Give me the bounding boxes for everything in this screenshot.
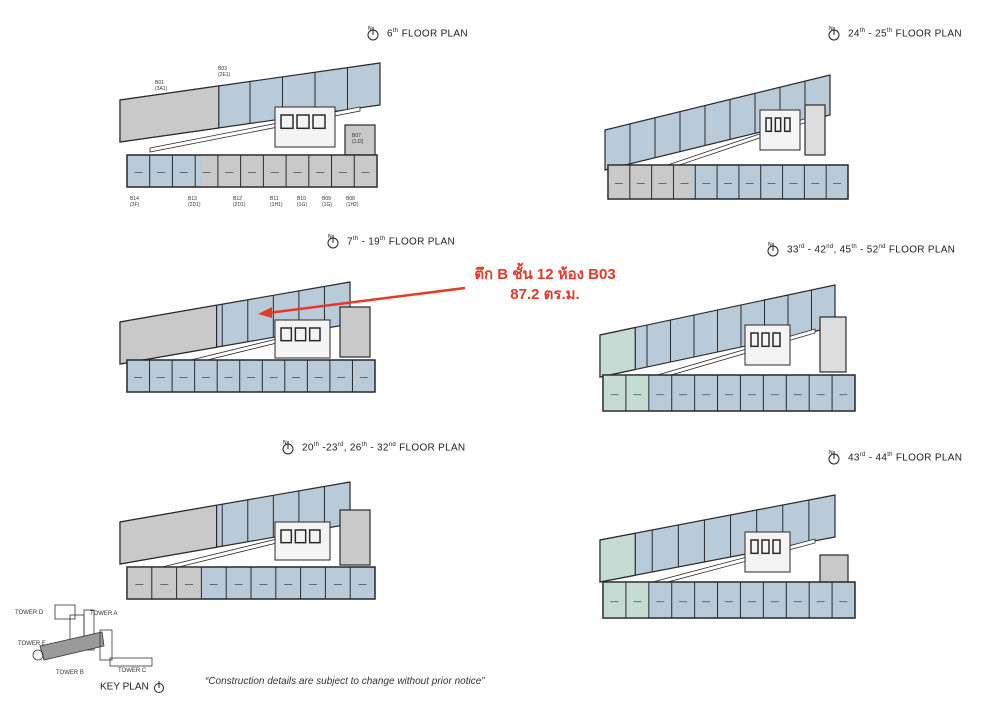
key-plan-diagram	[32, 604, 153, 667]
lower-row-outline	[602, 374, 856, 412]
lift-shaft	[280, 114, 294, 130]
svg-text:N: N	[829, 26, 833, 32]
north-arrow-icon: N	[325, 234, 341, 250]
annotation-line-1: ตึก B ชั้น 12 ห้อง B03	[474, 266, 616, 283]
lower-row-outline	[126, 566, 376, 600]
floor-plan-20-32	[119, 481, 376, 600]
core	[274, 521, 331, 561]
floor-plan-title-text: 7th - 19th FLOOR PLAN	[347, 236, 456, 248]
annotation-arrow	[258, 286, 466, 318]
floor-plan-title-text: 20th -23rd, 26th - 32nd FLOOR PLAN	[302, 442, 466, 454]
lift-shaft	[294, 529, 307, 544]
corner-unit	[119, 504, 218, 565]
lower-row-gray	[608, 165, 692, 199]
key-plan-tower-e: TOWER E	[18, 641, 46, 647]
floor-plan-title-20-32: N 20th -23rd, 26th - 32nd FLOOR PLAN	[280, 440, 465, 456]
north-arrow-icon: N	[826, 26, 842, 42]
key-plan-tower-c: TOWER C	[118, 668, 147, 674]
corner-unit	[599, 532, 636, 583]
right-unit	[344, 124, 376, 156]
corner-unit	[119, 304, 218, 365]
floor-plan-43-44	[599, 494, 856, 619]
lift-shaft	[772, 332, 781, 348]
lift-shaft	[308, 529, 321, 544]
lift-shaft	[765, 117, 773, 133]
unit-label-b09: B09 (1G)	[322, 196, 332, 208]
floor-plan-33-52	[599, 284, 856, 412]
svg-text:N: N	[283, 440, 287, 446]
core	[274, 319, 331, 359]
lift-shaft	[750, 332, 759, 348]
lower-row-outline	[602, 581, 856, 619]
lower-row-gray	[127, 567, 202, 599]
lower-row-gray	[202, 155, 377, 187]
corner-unit	[119, 85, 220, 143]
lift-shaft	[294, 327, 307, 342]
lift-shaft	[312, 114, 326, 130]
core	[274, 106, 336, 148]
lift-shaft	[783, 117, 791, 133]
unit-label-b03: B03 (2E1)	[218, 66, 231, 78]
floor-plan-title-33-52: N 33rd - 42nd, 45th - 52nd FLOOR PLAN	[765, 242, 955, 258]
lower-row-outline	[126, 359, 376, 393]
right-unit	[339, 306, 371, 358]
north-arrow-icon: N	[826, 450, 842, 466]
lower-row	[126, 359, 376, 393]
floor-plan-title-24-25: N 24th - 25th FLOOR PLAN	[826, 26, 962, 42]
lift-shaft	[308, 327, 321, 342]
right-unit	[339, 509, 371, 566]
lift-shaft	[774, 117, 782, 133]
annotation-line-2: 87.2 ตร.ม.	[510, 286, 580, 303]
corner-unit	[599, 326, 636, 378]
unit-annotation: ตึก B ชั้น 12 ห้อง B03 87.2 ตร.ม.	[460, 265, 630, 305]
floor-plan-7-19	[119, 281, 376, 393]
unit-label-b14: B14 (3F)	[130, 196, 140, 208]
key-plan-title: KEY PLAN	[100, 680, 166, 694]
key-plan-tower-a: TOWER A	[90, 611, 118, 617]
floor-plan-title-text: 24th - 25th FLOOR PLAN	[848, 28, 962, 40]
floor-plan-title-text: 43rd - 44th FLOOR PLAN	[848, 452, 963, 464]
floor-plan-6	[119, 62, 381, 188]
unit-label-b10: B10 (1G)	[297, 196, 307, 208]
unit-label-b11: B11 (1H1)	[270, 196, 283, 208]
floor-plan-title-text: 33rd - 42nd, 45th - 52nd FLOOR PLAN	[787, 244, 956, 256]
right-unit	[804, 104, 826, 156]
svg-text:N: N	[829, 450, 833, 456]
svg-text:N: N	[328, 234, 332, 240]
unit-label-b08: B08 (1H2)	[346, 196, 359, 208]
disclaimer-note: “Construction details are subject to cha…	[205, 676, 485, 687]
north-arrow-icon: N	[280, 440, 296, 456]
lift-shaft	[750, 539, 759, 555]
lift-shaft	[280, 327, 293, 342]
key-plan-title-text: KEY PLAN	[100, 681, 149, 693]
unit-label-b07: B07 (1J2)	[352, 133, 364, 145]
north-arrow-icon: N	[765, 242, 781, 258]
lift-shaft	[772, 539, 781, 555]
lift-shaft	[761, 332, 770, 348]
svg-text:N: N	[768, 242, 772, 248]
north-arrow-icon	[153, 681, 164, 693]
lift-shaft	[280, 529, 293, 544]
core	[744, 531, 791, 573]
floor-plan-title-6: N 6th FLOOR PLAN	[365, 26, 468, 42]
north-arrow-icon: N	[365, 26, 381, 42]
core	[744, 324, 791, 366]
lower-row-outline	[126, 154, 378, 188]
lower-row-outline	[607, 164, 849, 200]
floor-plan-24-25	[604, 74, 849, 200]
floor-plan-title-43-44: N 43rd - 44th FLOOR PLAN	[826, 450, 962, 466]
key-plan-tower-d: TOWER D	[15, 610, 44, 616]
floor-plan-title-text: 6th FLOOR PLAN	[387, 28, 468, 40]
lift-shaft	[761, 539, 770, 555]
unit-label-b12: B12 (2D1)	[233, 196, 246, 208]
unit-label-b01: B01 (3A1)	[155, 80, 168, 92]
floor-plan-title-7-19: N 7th - 19th FLOOR PLAN	[325, 234, 455, 250]
lift-shaft	[296, 114, 310, 130]
unit-label-b13: B13 (2D1)	[188, 196, 201, 208]
right-unit	[819, 316, 847, 373]
svg-text:N: N	[368, 26, 372, 32]
key-plan-tower-b: TOWER B	[56, 670, 84, 676]
